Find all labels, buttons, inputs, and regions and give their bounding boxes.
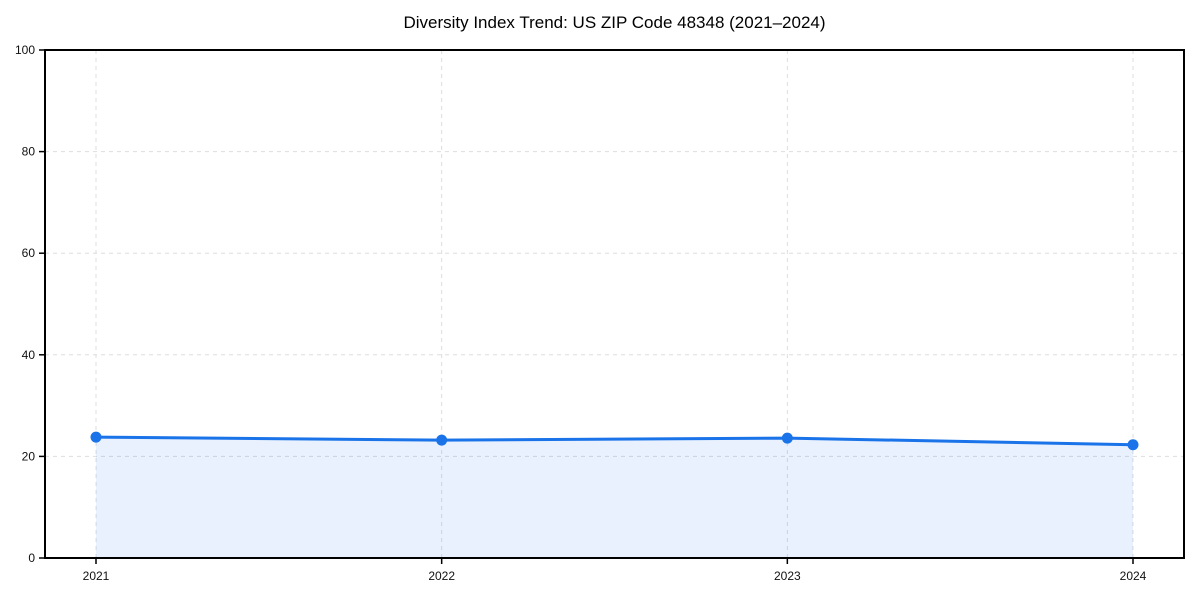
data-point-2023 [781, 432, 793, 444]
y-tick-label-20: 20 [22, 449, 36, 463]
x-tick-label-2024: 2024 [1120, 569, 1147, 583]
area-fill [96, 437, 1133, 558]
y-tick-label-80: 80 [22, 145, 36, 159]
y-tick-label-40: 40 [22, 348, 36, 362]
plot-border [44, 49, 1185, 559]
trend-line [94, 435, 1135, 447]
x-tick-label-2021: 2021 [83, 569, 110, 583]
data-point-2024 [1127, 439, 1139, 451]
data-point-2021 [90, 431, 102, 443]
x-tick-label-2022: 2022 [428, 569, 455, 583]
chart-title: Diversity Index Trend: US ZIP Code 48348… [403, 13, 826, 32]
y-tick-label-60: 60 [22, 246, 36, 260]
y-tick-label-100: 100 [15, 43, 35, 57]
y-tick-label-0: 0 [28, 551, 35, 565]
data-point-2022 [436, 434, 448, 446]
x-tick-label-2023: 2023 [774, 569, 801, 583]
